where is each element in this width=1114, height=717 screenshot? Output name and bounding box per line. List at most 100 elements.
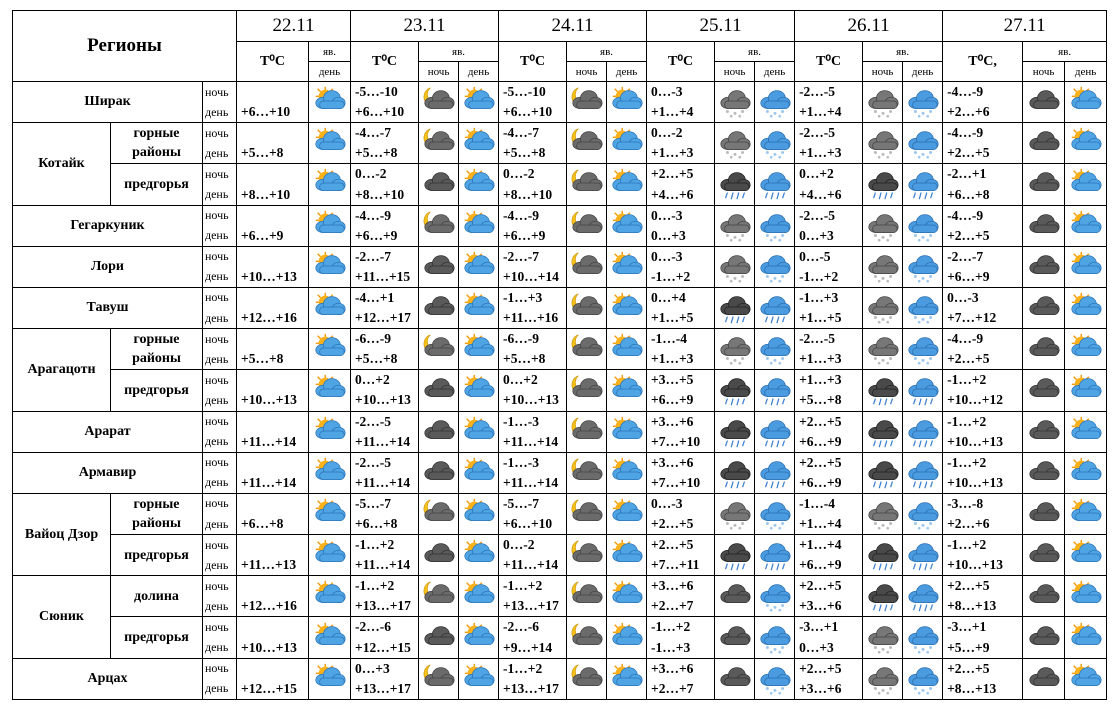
icon-shape (467, 306, 494, 316)
temperature: +10…+13 (350, 390, 420, 412)
time-label: день (202, 349, 237, 371)
icon-cell (1022, 286, 1066, 330)
icon-shape (723, 100, 750, 110)
weather-icon (463, 663, 495, 686)
icon-shape (427, 347, 454, 357)
temperature: 0…-2 (498, 163, 568, 185)
icon-cell (714, 492, 756, 536)
temperature: -1…+2 (942, 410, 1024, 432)
icon-shape (764, 439, 768, 446)
temperature: +11…+14 (498, 555, 568, 577)
icon-shape (725, 110, 729, 114)
temperature: +12…+17 (350, 308, 420, 330)
date-header: 24.11 (498, 10, 648, 42)
subregion-name: горные районы (110, 122, 203, 165)
temperature: +6…+9 (794, 555, 864, 577)
icon-shape (877, 238, 881, 242)
icon-shape (872, 481, 876, 488)
icon-cell (566, 534, 608, 577)
icon-cell (458, 204, 500, 247)
icon-shape (1028, 337, 1060, 357)
subregion-name: горные районы (110, 328, 203, 371)
icon-shape (465, 253, 470, 257)
temperature: -1…+2 (498, 575, 568, 597)
icon-shape (873, 357, 892, 365)
icon-shape (878, 192, 882, 200)
icon-cell (1064, 575, 1108, 618)
icon-shape (729, 238, 733, 242)
icon-shape (889, 398, 893, 405)
weather-icon (423, 255, 455, 274)
region-name: Арагацотн (12, 328, 111, 412)
icon-shape (733, 111, 737, 115)
icon-cell (754, 204, 796, 247)
icon-cell (1064, 163, 1108, 206)
temperature: +2…+6 (942, 513, 1024, 536)
icon-shape (316, 664, 321, 669)
icon-cell (1064, 80, 1108, 124)
icon-shape (467, 141, 494, 151)
icon-shape (1074, 677, 1101, 686)
icon-cell (862, 534, 904, 577)
weather-icon (759, 172, 791, 200)
icon-shape (885, 650, 889, 654)
icon-shape (773, 647, 777, 651)
weather-icon (571, 499, 603, 521)
icon-shape (907, 461, 939, 480)
icon-shape (724, 398, 745, 406)
icon-shape (611, 419, 643, 439)
temperature: -2…-5 (794, 204, 864, 226)
icon-cell (458, 657, 500, 700)
icon-shape (723, 306, 750, 316)
icon-shape (318, 141, 345, 151)
icon-shape (773, 523, 777, 527)
icon-shape (1072, 582, 1077, 587)
icon-shape (773, 606, 777, 610)
weather-icon (571, 375, 603, 398)
icon-cell (418, 245, 460, 288)
icon-shape (1074, 306, 1101, 316)
icon-shape (763, 389, 790, 398)
icon-cell (862, 492, 904, 536)
temperature (236, 245, 309, 267)
icon-shape (873, 645, 877, 649)
icon-cell (606, 80, 648, 124)
icon-shape (725, 110, 744, 118)
region-name: Арарат (12, 410, 203, 453)
weather-icon (1028, 131, 1060, 151)
temperature: +6…+9 (350, 225, 420, 247)
icon-shape (765, 521, 784, 530)
icon-shape (571, 255, 603, 274)
icon-shape (1070, 419, 1102, 439)
icon-shape (911, 636, 938, 645)
icon-shape (1028, 172, 1060, 192)
icon-shape (575, 636, 602, 645)
temperature: -6…-9 (498, 328, 568, 350)
icon-shape (615, 595, 642, 604)
weather-icon (1070, 457, 1102, 480)
icon-shape (765, 645, 784, 654)
icon-cell (862, 80, 904, 124)
icon-shape (611, 543, 643, 563)
time-header: день (458, 61, 500, 82)
icon-shape (467, 389, 494, 398)
icon-cell (754, 492, 796, 536)
weather-icon (611, 581, 643, 604)
data-row: день +8…+10 +8…+10 +8…+10 +4…+6 +4…+6 +6…+8 (13, 184, 1107, 206)
weather-icon (759, 255, 791, 283)
icon-shape (729, 279, 733, 283)
weather-icon (423, 128, 455, 151)
icon-shape (765, 233, 769, 237)
icon-shape (781, 316, 785, 323)
icon-cell (606, 328, 648, 371)
icon-cell (862, 575, 904, 618)
subregion-name: горные районы (110, 492, 203, 536)
icon-cell (458, 616, 500, 659)
temperature: -1…-3 (498, 451, 568, 473)
icon-shape (316, 88, 321, 93)
temperature: 0…-3 (646, 492, 716, 514)
weather-icon (907, 502, 939, 530)
temperature: +5…+9 (942, 637, 1024, 659)
icon-shape (867, 461, 899, 480)
icon-shape (314, 172, 346, 192)
